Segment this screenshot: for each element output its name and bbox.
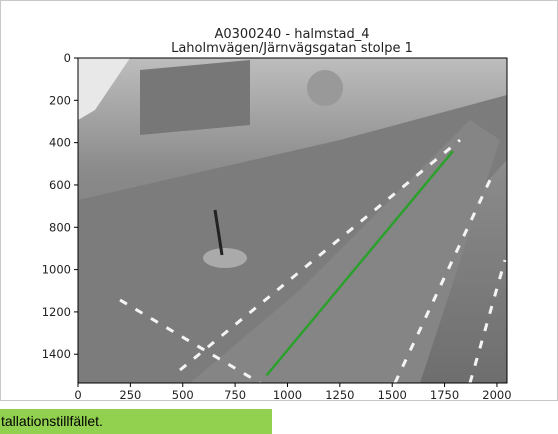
y-tick-label: 0	[64, 51, 71, 65]
x-tick-label: 1500	[378, 388, 407, 402]
x-tick-label: 750	[224, 388, 246, 402]
page: {"figure": {"title": ["A0300240 - halmst…	[0, 0, 558, 434]
y-tick-label: 200	[49, 93, 71, 107]
y-tick-label: 400	[49, 136, 71, 150]
x-tick-label: 1750	[430, 388, 459, 402]
screenshot: A0300240 - halmstad_4 Laholmvägen/Järnvä…	[0, 0, 558, 434]
x-tick-label: 2000	[482, 388, 511, 402]
x-tick-label: 1250	[325, 388, 354, 402]
x-tick-label: 500	[172, 388, 194, 402]
y-tick-label: 600	[49, 178, 71, 192]
x-tick-label: 0	[74, 388, 81, 402]
x-tick-label: 250	[119, 388, 141, 402]
title-line: A0300240 - halmstad_4	[214, 27, 369, 42]
caption: tallationstillfället.	[1, 413, 103, 429]
y-tick-label: 1000	[42, 263, 71, 277]
y-tick-label: 1200	[42, 305, 71, 319]
y-tick-label: 800	[49, 220, 71, 234]
camera-image	[78, 58, 507, 383]
title-line: Laholmvägen/Järnvägsgatan stolpe 1	[171, 41, 413, 56]
x-tick-label: 1000	[273, 388, 302, 402]
y-tick-label: 1400	[42, 347, 71, 361]
